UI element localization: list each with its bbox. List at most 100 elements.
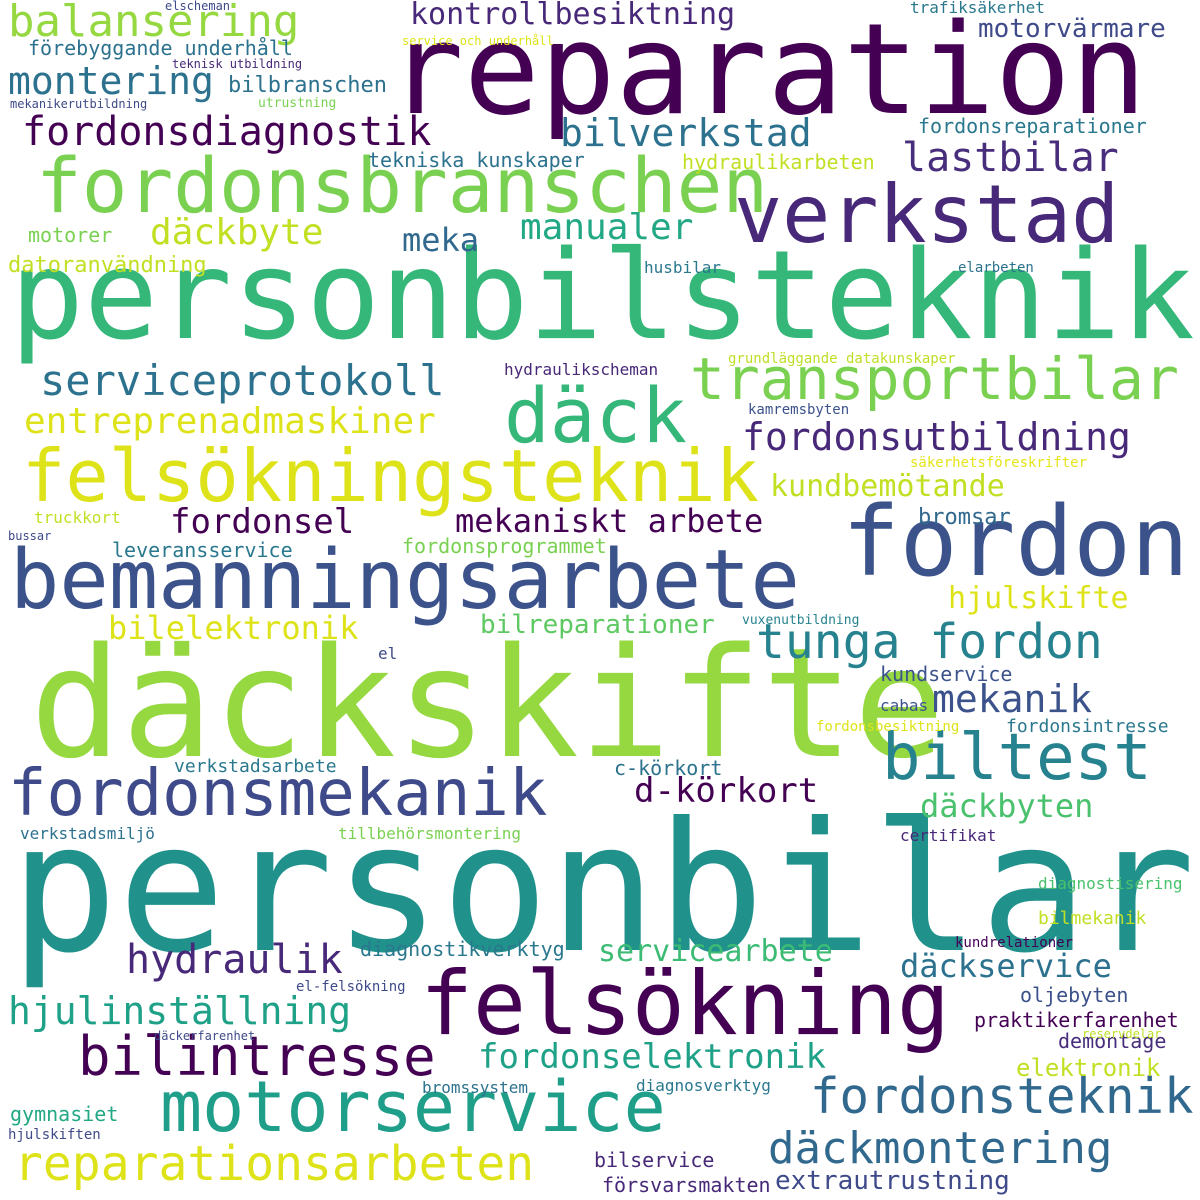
- word-bussar: bussar: [8, 529, 52, 543]
- word-bilmekanik: bilmekanik: [1038, 908, 1147, 929]
- word-bilintresse: bilintresse: [78, 1025, 436, 1088]
- word-teknisk-utbildning: teknisk utbildning: [172, 57, 303, 71]
- word-fordon: fordon: [842, 486, 1189, 598]
- word-diagnosverktyg: diagnosverktyg: [636, 1076, 771, 1095]
- word-vuxenutbildning: vuxenutbildning: [742, 613, 860, 628]
- word-fordonsutbildning: fordonsutbildning: [742, 415, 1131, 459]
- word-elscheman: elscheman: [165, 0, 231, 13]
- word-dackskifte: däckskifte: [30, 615, 946, 792]
- word-montering: montering: [8, 59, 214, 103]
- word-dackbyten: däckbyten: [920, 787, 1094, 825]
- word-fordonsreparationer: fordonsreparationer: [918, 114, 1147, 138]
- word-fordonsintresse: fordonsintresse: [1006, 716, 1169, 737]
- word-reservdelar: reservdelar: [1082, 1027, 1162, 1041]
- word-el-felsokning: el-felsökning: [296, 979, 406, 995]
- word-fordonsprogrammet: fordonsprogrammet: [402, 534, 607, 558]
- word-dackbyte: däckbyte: [150, 212, 324, 253]
- word-cabas: cabas: [880, 696, 929, 715]
- word-trafiksakerhet: trafiksäkerhet: [910, 0, 1045, 17]
- word-fordonsel: fordonsel: [170, 502, 355, 542]
- word-dackservice: däckservice: [900, 947, 1112, 985]
- word-praktikerfarenhet: praktikerfarenhet: [974, 1008, 1179, 1032]
- word-felsokning: felsökning: [420, 952, 950, 1055]
- word-bilservice: bilservice: [594, 1148, 715, 1172]
- word-datoranvandning: datoranvändning: [8, 253, 207, 278]
- word-fordonsbranschen: fordonsbranschen: [36, 141, 769, 230]
- word-manualer: manualer: [520, 207, 694, 248]
- word-mekanik: mekanik: [932, 677, 1093, 721]
- word-entreprenadmaskiner: entreprenadmaskiner: [24, 401, 436, 442]
- word-hydraulikarbeten: hydraulikarbeten: [682, 150, 875, 174]
- word-bilbranschen: bilbranschen: [228, 73, 387, 98]
- word-service-och-underhall: service och underhåll: [402, 34, 554, 48]
- word-fordonsbesiktning: fordonsbesiktning: [816, 719, 960, 735]
- word-dackerfarenhet: däckerfarenhet: [154, 1029, 256, 1043]
- word-motorer: motorer: [28, 223, 113, 247]
- word-mekanikerutbildning: mekanikerutbildning: [10, 97, 148, 111]
- word-sakerhetsforeskrifter: säkerhetsföreskrifter: [910, 455, 1088, 471]
- word-c-korkort: c-körkort: [614, 756, 723, 780]
- word-personbilar: personbilar: [10, 785, 1196, 993]
- word-bromsar: bromsar: [918, 505, 1011, 530]
- word-el: el: [378, 644, 398, 663]
- word-leveransservice: leveransservice: [112, 538, 293, 562]
- word-husbilar: husbilar: [644, 258, 722, 277]
- word-motorvarmare: motorvärmare: [978, 14, 1166, 44]
- word-diagnostikverktyg: diagnostikverktyg: [360, 937, 565, 961]
- word-utrustning: utrustning: [258, 96, 337, 111]
- word-biltest: biltest: [882, 721, 1152, 795]
- word-hydraulik: hydraulik: [126, 937, 343, 983]
- word-bilverkstad: bilverkstad: [560, 111, 812, 155]
- word-mekaniskt-arbete: mekaniskt arbete: [455, 502, 764, 540]
- word-verkstadsmiljo: verkstadsmiljö: [20, 824, 155, 843]
- word-diagnostisering: diagnostisering: [1038, 874, 1183, 893]
- word-dackmontering: däckmontering: [768, 1123, 1113, 1174]
- word-extrautrustning: extrautrustning: [775, 1166, 1010, 1196]
- word-hjulskifte: hjulskifte: [948, 581, 1129, 616]
- word-gymnasiet: gymnasiet: [10, 1102, 119, 1126]
- word-personbilsteknik: personbilsteknik: [10, 225, 1195, 368]
- word-tillbehorsmontering: tillbehörsmontering: [338, 824, 522, 843]
- word-hydraulikscheman: hydraulikscheman: [504, 360, 659, 379]
- word-bemanningsarbete: bemanningsarbete: [10, 533, 800, 628]
- word-dack: däck: [504, 371, 688, 460]
- word-kundservice: kundservice: [880, 662, 1013, 686]
- word-certifikat: certifikat: [900, 826, 997, 845]
- word-elektronik: elektronik: [1016, 1054, 1161, 1082]
- word-balansering: balansering: [8, 0, 300, 47]
- word-fordonsmekanik: fordonsmekanik: [8, 757, 548, 831]
- word-verkstad: verkstad: [734, 168, 1120, 261]
- word-fordonsdiagnostik: fordonsdiagnostik: [22, 109, 432, 155]
- word-servicearbete: servicearbete: [598, 934, 833, 969]
- word-truckkort: truckkort: [34, 508, 121, 527]
- word-demontage: demontage: [1058, 1029, 1167, 1053]
- word-grundlaggande-datakunskaper: grundläggande datakunskaper: [728, 351, 956, 367]
- word-lastbilar: lastbilar: [902, 135, 1119, 181]
- word-kundbemotande: kundbemötande: [770, 469, 1005, 504]
- word-fordonsteknik: fordonsteknik: [810, 1068, 1194, 1125]
- word-motorservice: motorservice: [160, 1066, 666, 1148]
- word-hjulskiften: hjulskiften: [8, 1127, 101, 1143]
- word-reparationsarbeten: reparationsarbeten: [14, 1136, 535, 1192]
- word-felsokningsteknik: felsökningsteknik: [22, 434, 759, 518]
- word-kundrelationer: kundrelationer: [955, 935, 1074, 951]
- word-kamremsbyten: kamremsbyten: [748, 402, 850, 418]
- word-fordonselektronik: fordonselektronik: [478, 1037, 826, 1077]
- word-serviceprotokoll: serviceprotokoll: [40, 356, 445, 405]
- word-meka: meka: [402, 221, 480, 259]
- word-bilreparationer: bilreparationer: [480, 610, 715, 640]
- word-tunga-fordon: tunga fordon: [756, 614, 1103, 670]
- word-forebyggande-underhall: förebyggande underhåll: [28, 36, 293, 60]
- word-tekniska-kunskaper: tekniska kunskaper: [368, 148, 585, 172]
- word-bilelektronik: bilelektronik: [108, 609, 359, 647]
- word-transportbilar: transportbilar: [690, 345, 1179, 413]
- word-elarbeten: elarbeten: [958, 260, 1034, 276]
- word-forsvarsmakten: försvarsmakten: [602, 1173, 771, 1197]
- word-d-korkort: d-körkort: [634, 771, 819, 811]
- word-kontrollbesiktning: kontrollbesiktning: [410, 0, 736, 32]
- word-reparation: reparation: [388, 0, 1147, 143]
- word-oljebyten: oljebyten: [1020, 983, 1129, 1007]
- word-hjulinstallning: hjulinställning: [8, 989, 352, 1033]
- word-bromssystem: bromssystem: [422, 1078, 528, 1097]
